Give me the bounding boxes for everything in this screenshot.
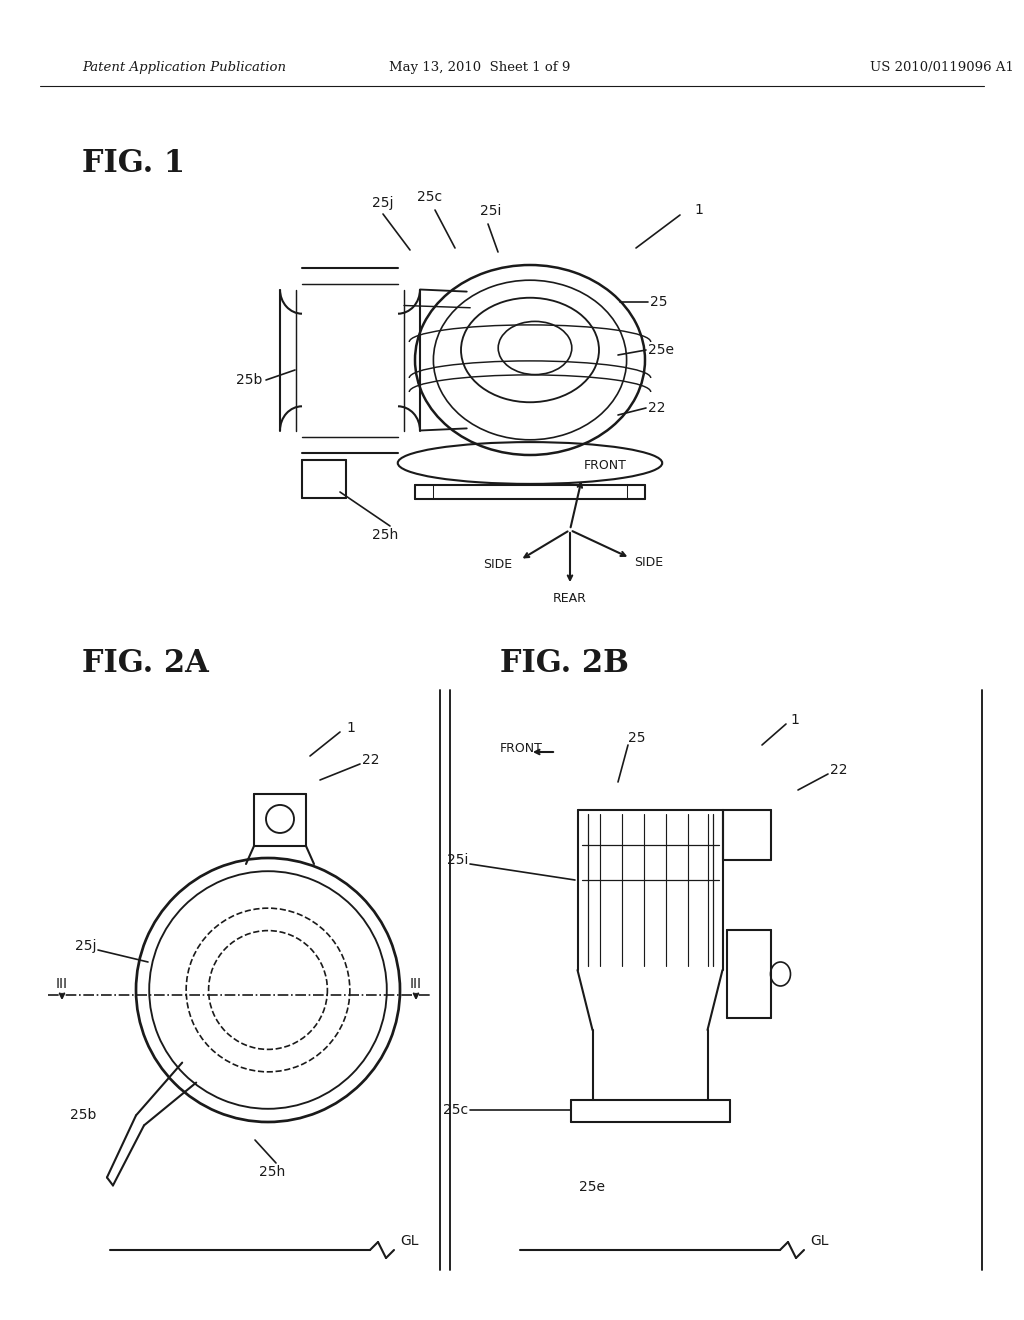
Text: 22: 22 [362,752,380,767]
Text: May 13, 2010  Sheet 1 of 9: May 13, 2010 Sheet 1 of 9 [389,62,570,74]
Text: 25h: 25h [372,528,398,543]
Text: 25b: 25b [70,1107,96,1122]
Text: 25: 25 [650,294,668,309]
Text: 25: 25 [628,731,645,744]
Text: US 2010/0119096 A1: US 2010/0119096 A1 [870,62,1014,74]
Text: 25h: 25h [259,1166,285,1179]
Text: 1: 1 [346,721,355,735]
Text: 22: 22 [648,401,666,414]
Text: 25j: 25j [373,195,394,210]
Text: 25c: 25c [442,1104,468,1117]
Text: FRONT: FRONT [500,742,543,755]
Text: Patent Application Publication: Patent Application Publication [82,62,286,74]
Text: 1: 1 [790,713,799,727]
Text: III: III [56,977,68,991]
Text: GL: GL [400,1234,419,1247]
Text: 1: 1 [694,203,702,216]
Text: 25i: 25i [446,853,468,867]
Text: GL: GL [810,1234,828,1247]
Text: 25c: 25c [418,190,442,205]
Text: 25i: 25i [480,205,502,218]
Text: SIDE: SIDE [483,557,512,570]
Text: III: III [410,977,422,991]
Text: FIG. 2B: FIG. 2B [500,648,629,678]
Text: 25e: 25e [648,343,674,356]
Text: FIG. 1: FIG. 1 [82,148,185,180]
Text: 25e: 25e [579,1180,605,1195]
Text: FRONT: FRONT [584,459,627,473]
Text: FIG. 2A: FIG. 2A [82,648,209,678]
Text: REAR: REAR [553,591,587,605]
Text: SIDE: SIDE [634,556,664,569]
Text: 25b: 25b [236,374,262,387]
Text: 22: 22 [830,763,848,777]
Text: 25j: 25j [75,939,96,953]
